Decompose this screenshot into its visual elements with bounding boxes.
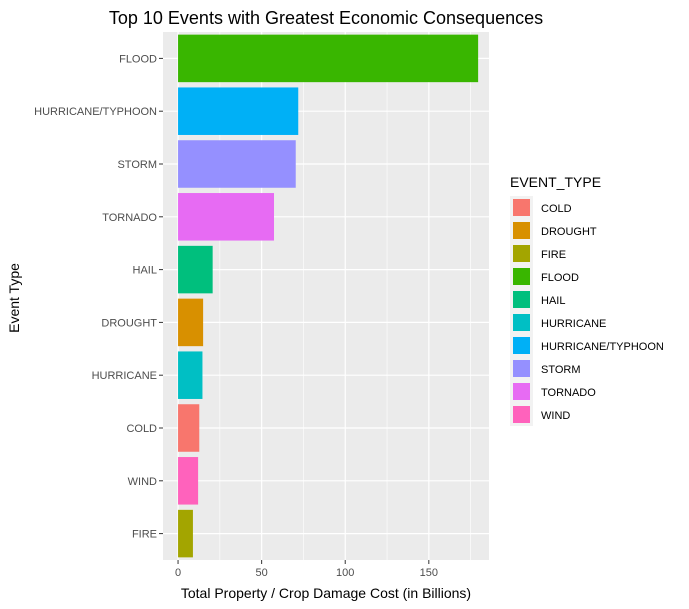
x-axis: 0 50 100 150 (175, 560, 438, 579)
y-tick-label: WIND (128, 476, 157, 488)
x-tick-label: 0 (175, 567, 181, 579)
legend-label: FIRE (541, 249, 566, 261)
bar-fire (178, 509, 193, 558)
legend-key-fire (513, 245, 530, 262)
legend-label: HAIL (541, 295, 565, 307)
y-tick-label: HAIL (133, 265, 157, 277)
y-tick-label: HURRICANE (92, 370, 157, 382)
legend-key-hail (513, 291, 530, 308)
bar-hail (178, 245, 213, 294)
y-tick-label: FIRE (132, 529, 157, 541)
legend-key-hurricane-typhoon (513, 337, 530, 354)
bar-wind (178, 457, 199, 505)
y-tick-label: COLD (126, 423, 157, 435)
y-tick-label: HURRICANE/TYPHOON (34, 106, 157, 118)
y-axis-title: Event Type (6, 263, 22, 333)
bar-flood (178, 34, 479, 83)
legend: COLD DROUGHT FIRE FLOOD HAIL HURRICANE HURRICA… (510, 196, 664, 426)
legend-key-tornado (513, 383, 530, 400)
y-axis: FLOOD HURRICANE/TYPHOON STORM TORNADO HAIL DR… (34, 53, 163, 541)
legend-key-wind (513, 406, 530, 423)
legend-label: WIND (541, 410, 570, 422)
legend-key-flood (513, 268, 530, 285)
x-axis-title: Total Property / Crop Damage Cost (in Bi… (181, 585, 471, 601)
bar-hurricane (178, 351, 203, 399)
x-tick-label: 50 (256, 567, 268, 579)
legend-key-drought (513, 222, 530, 239)
legend-label: FLOOD (541, 272, 579, 284)
legend-label: TORNADO (541, 387, 596, 399)
bar-cold (178, 404, 200, 452)
y-tick-label: FLOOD (119, 53, 157, 65)
y-tick-label: TORNADO (102, 212, 157, 224)
legend-label: COLD (541, 203, 572, 215)
bar-storm (178, 140, 296, 188)
legend-title: EVENT_TYPE (510, 174, 601, 190)
bars (178, 34, 479, 558)
bar-tornado (178, 193, 275, 241)
x-tick-label: 100 (336, 567, 354, 579)
chart-title: Top 10 Events with Greatest Economic Con… (109, 8, 543, 28)
bar-drought (178, 298, 204, 347)
y-tick-label: DROUGHT (101, 317, 157, 329)
legend-key-cold (513, 199, 530, 216)
bar-hurricane-typhoon (178, 87, 299, 135)
legend-label: HURRICANE/TYPHOON (541, 341, 664, 353)
legend-label: STORM (541, 364, 581, 376)
legend-label: DROUGHT (541, 226, 597, 238)
legend-key-storm (513, 360, 530, 377)
legend-key-hurricane (513, 314, 530, 331)
x-tick-label: 150 (420, 567, 438, 579)
y-tick-label: STORM (117, 159, 157, 171)
legend-label: HURRICANE (541, 318, 606, 330)
